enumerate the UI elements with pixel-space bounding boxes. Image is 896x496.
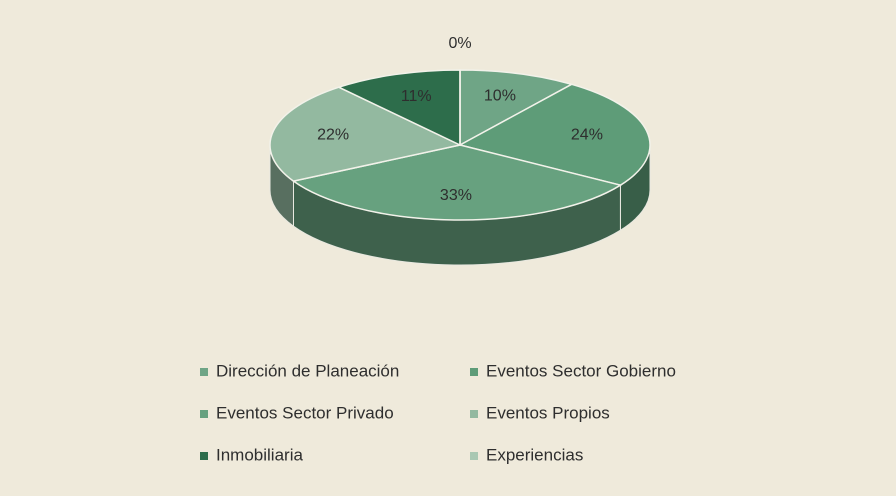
legend-swatch (470, 452, 478, 460)
legend-swatch (200, 452, 208, 460)
legend-swatch (470, 410, 478, 418)
slice-label: 33% (440, 187, 472, 204)
legend-swatch (470, 368, 478, 376)
slice-label: 11% (401, 88, 432, 105)
pie-slice (459, 69, 574, 147)
slice-label: 22% (317, 127, 349, 144)
legend-swatch (200, 368, 208, 376)
pie-slice (336, 69, 461, 147)
legend-label: Dirección de Planeación (216, 361, 399, 380)
legend-label: Eventos Propios (486, 403, 610, 422)
slice-label: 24% (571, 127, 603, 144)
pie-slice (457, 83, 651, 186)
slice-label: 10% (484, 88, 516, 105)
legend-swatch (200, 410, 208, 418)
slice-label: 0% (448, 35, 471, 52)
legend-label: Eventos Sector Privado (216, 403, 394, 422)
legend-label: Inmobiliaria (216, 445, 303, 464)
legend-label: Eventos Sector Gobierno (486, 361, 676, 380)
legend-label: Experiencias (486, 445, 583, 464)
pie-slice (269, 86, 463, 182)
